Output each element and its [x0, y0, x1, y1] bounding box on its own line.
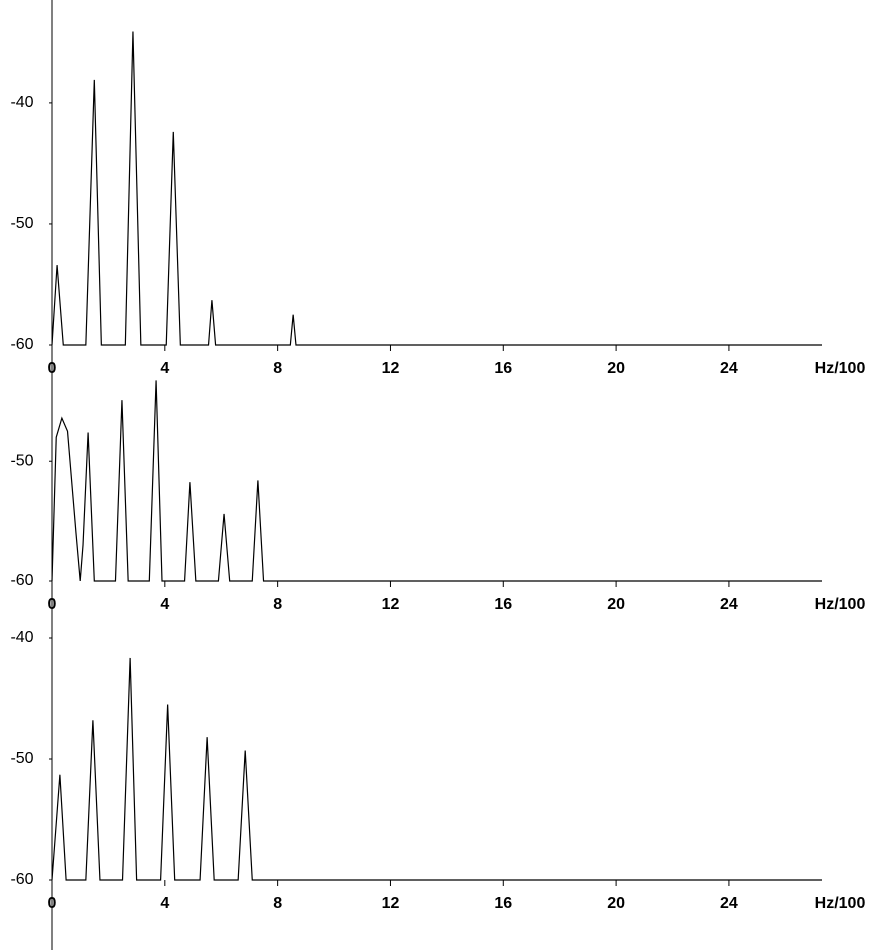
x-axis-label: Hz/100 [815, 895, 866, 912]
x-tick-label: 0 [48, 596, 57, 613]
x-tick-label: 20 [607, 596, 625, 613]
spectrum-line [51, 380, 822, 582]
y-tick-label: -40 [10, 629, 33, 646]
x-tick-label: 12 [382, 895, 400, 912]
y-tick-label: -50 [10, 215, 33, 232]
x-tick-label: 16 [494, 895, 512, 912]
x-tick-label: 8 [273, 596, 282, 613]
x-tick-label: 12 [382, 596, 400, 613]
y-tick-label: -60 [10, 572, 33, 589]
x-tick-label: 4 [160, 360, 169, 377]
x-tick-label: 8 [273, 360, 282, 377]
y-tick-label: -60 [10, 871, 33, 888]
x-tick-label: 4 [160, 596, 169, 613]
x-tick-label: 8 [273, 895, 282, 912]
y-tick-label: -40 [10, 94, 33, 111]
spectrum-line [51, 657, 822, 881]
x-tick-label: 12 [382, 360, 400, 377]
x-tick-label: 4 [160, 895, 169, 912]
x-tick-label: 16 [494, 596, 512, 613]
x-tick-label: 20 [607, 895, 625, 912]
x-axis-label: Hz/100 [815, 360, 866, 377]
x-tick-label: 16 [494, 360, 512, 377]
x-tick-label: 24 [720, 895, 738, 912]
y-tick-label: -60 [10, 336, 33, 353]
x-tick-label: 24 [720, 360, 738, 377]
y-tick-label: -50 [10, 750, 33, 767]
x-tick-label: 0 [48, 360, 57, 377]
spectrum-line [51, 31, 822, 346]
y-tick-label: -50 [10, 452, 33, 469]
x-tick-label: 24 [720, 596, 738, 613]
x-tick-label: 0 [48, 895, 57, 912]
x-axis-label: Hz/100 [815, 596, 866, 613]
x-tick-label: 20 [607, 360, 625, 377]
